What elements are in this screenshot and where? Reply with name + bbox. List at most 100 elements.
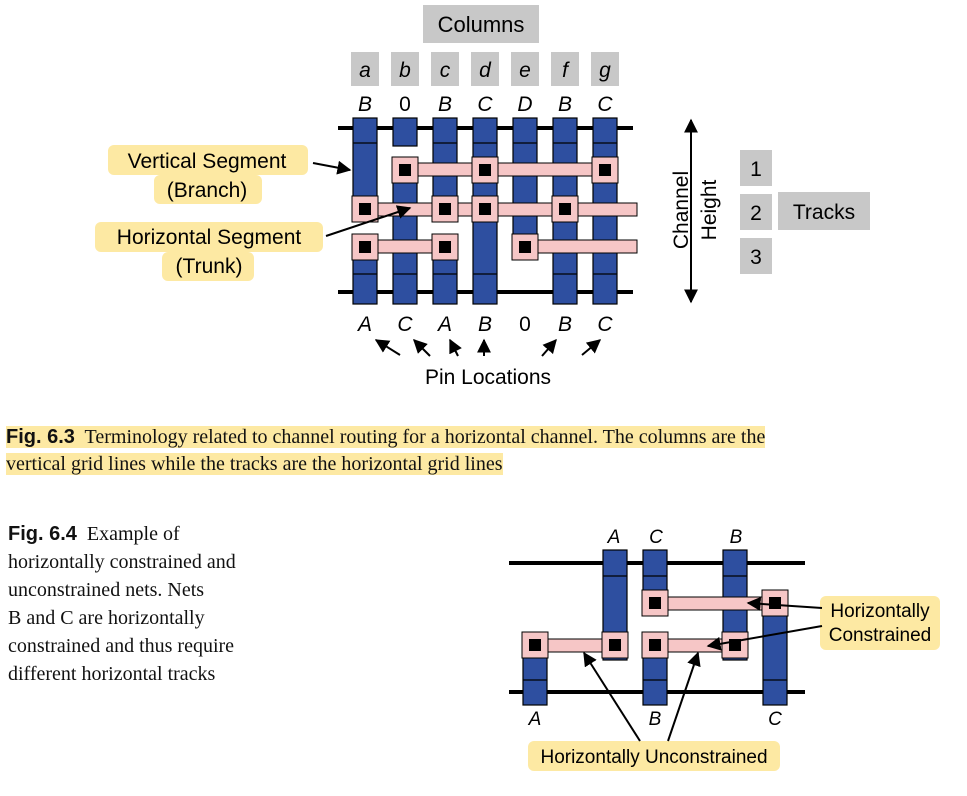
column-box <box>431 52 459 86</box>
horizontal-segment-highlight <box>95 222 323 252</box>
unconstrained-label: Horizontally Unconstrained <box>540 747 767 768</box>
column-letters: a b c d e f g <box>351 52 619 86</box>
pin-locations-label: Pin Locations <box>425 366 551 389</box>
via <box>721 631 749 659</box>
via <box>641 631 669 659</box>
bottom-pin-label: B <box>649 709 662 730</box>
bottom-pin-labels: A C A B 0 B C <box>356 313 613 336</box>
column-letter: d <box>479 59 492 82</box>
vertical-segment-sublabel: (Branch) <box>167 179 248 202</box>
column-box <box>471 52 499 86</box>
columns-title: Columns <box>438 12 525 37</box>
unconstrained-highlight <box>528 741 780 771</box>
top-pin-label: B <box>558 93 572 116</box>
bottom-pin-label: C <box>768 709 782 730</box>
top-pin-label: C <box>597 93 613 116</box>
top-pin-label: B <box>358 93 372 116</box>
horizontal-segment <box>404 162 606 177</box>
via <box>601 631 629 659</box>
constrained-highlight <box>820 596 940 650</box>
column-letter: e <box>519 59 531 82</box>
fig64-caption-line: different horizontal tracks <box>8 663 216 685</box>
bottom-pin-label: C <box>397 313 413 336</box>
vertical-segment <box>762 599 788 706</box>
horizontal-segment-highlight <box>162 252 254 281</box>
track-number: 3 <box>750 246 762 269</box>
fig63-diagram: Columns a b c d e f g B 0 B C D B C <box>95 5 870 389</box>
via <box>471 195 499 223</box>
fig64-caption-line: Example of <box>86 523 180 545</box>
track-box <box>740 238 772 274</box>
unconstrained-arrow <box>583 651 641 742</box>
fig63-caption-label: Fig. 6.3 <box>6 426 75 448</box>
fig64-caption-line: horizontally constrained and <box>8 551 236 573</box>
vertical-segment-arrow <box>312 160 352 175</box>
vertical-segment <box>642 549 668 593</box>
via <box>431 233 459 261</box>
horizontal-segment <box>524 239 638 254</box>
unconstrained-arrow <box>667 651 701 742</box>
constrained-label: Horizontally <box>830 601 930 622</box>
via <box>351 195 379 223</box>
fig63-caption-text: vertical grid lines while the tracks are… <box>6 453 503 475</box>
pin-location-arrows <box>374 338 602 357</box>
top-pin-label: C <box>477 93 493 116</box>
vias <box>351 156 619 261</box>
track-box <box>740 150 772 186</box>
fig64-caption-label: Fig. 6.4 <box>8 523 77 545</box>
constrained-arrow <box>746 596 823 611</box>
column-box <box>351 52 379 86</box>
fig64-caption-line: unconstrained nets. Nets <box>8 579 205 601</box>
column-letter: g <box>599 59 611 82</box>
vertical-segment <box>392 117 418 147</box>
track-numbers: 1 2 3 <box>740 150 772 274</box>
top-pin-label: C <box>649 527 663 548</box>
constrained-arrow <box>706 625 823 651</box>
vertical-segment <box>642 649 668 706</box>
vias <box>521 589 789 659</box>
column-letter: b <box>399 59 411 82</box>
fig64-diagram: A C B A <box>509 527 940 771</box>
top-pin-labels: B 0 B C D B C <box>358 93 613 116</box>
top-pin-label: B <box>438 93 452 116</box>
bottom-pin-label: A <box>436 313 452 336</box>
top-pin-label: A <box>607 527 621 548</box>
horizontal-segment-label: Horizontal Segment <box>117 226 302 249</box>
via <box>431 195 459 223</box>
tracks-label: Tracks <box>793 201 855 224</box>
tracks-box <box>778 192 870 230</box>
bottom-pin-label: A <box>528 709 542 730</box>
bottom-pin-label: 0 <box>519 313 531 336</box>
fig63-caption-text: Terminology related to channel routing f… <box>84 426 766 448</box>
column-box <box>591 52 619 86</box>
bottom-pin-label: A <box>356 313 372 336</box>
bottom-pin-label: B <box>558 313 572 336</box>
fig64-caption-line: constrained and thus require <box>8 635 235 657</box>
track-number: 1 <box>750 158 762 181</box>
vertical-segment-highlight <box>154 175 262 204</box>
top-pin-label: B <box>730 527 743 548</box>
channel-height-sublabel: Height <box>698 179 721 240</box>
horizontal-segment-sublabel: (Trunk) <box>176 255 243 278</box>
channel-height-label: Channel <box>670 171 693 249</box>
via <box>551 195 579 223</box>
via <box>761 589 789 617</box>
vertical-segments <box>522 549 788 706</box>
horizontal-segments <box>534 596 776 653</box>
fig64-caption: Fig. 6.4 Example of horizontally constra… <box>8 520 328 688</box>
via <box>641 589 669 617</box>
bottom-pin-label: B <box>478 313 492 336</box>
fig64-caption-line: B and C are horizontally <box>8 607 205 629</box>
fig63-caption: Fig. 6.3 Terminology related to channel … <box>6 424 956 478</box>
vertical-segment-label: Vertical Segment <box>128 150 287 173</box>
track-number: 2 <box>750 202 762 225</box>
horizontal-segment-arrow <box>325 205 412 237</box>
columns-title-box <box>423 5 539 43</box>
vertical-segment <box>512 117 538 237</box>
column-box <box>391 52 419 86</box>
column-box <box>511 52 539 86</box>
column-letter: f <box>562 59 570 82</box>
via <box>351 233 379 261</box>
top-pin-label: D <box>517 93 532 116</box>
